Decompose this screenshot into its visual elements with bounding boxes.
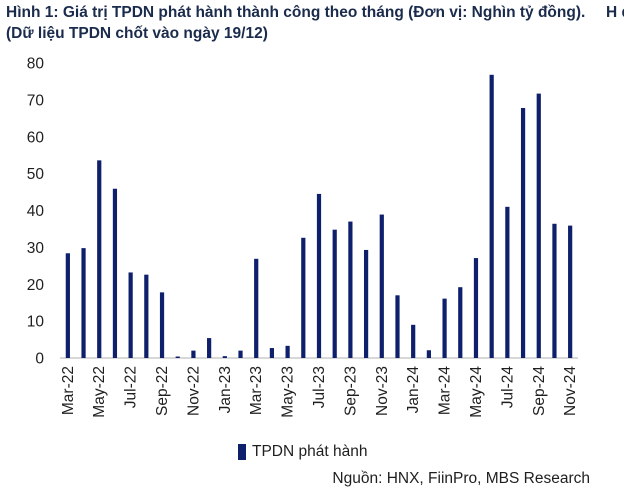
bar xyxy=(363,249,369,358)
x-tick-label: Nov-23 xyxy=(374,366,391,416)
x-tick-label: Mar-22 xyxy=(60,366,77,415)
y-axis: 0 10 20 30 40 50 60 70 80 xyxy=(27,56,45,368)
bar xyxy=(442,298,447,358)
bars xyxy=(65,74,573,359)
bar xyxy=(222,356,227,358)
legend: TPDN phát hành xyxy=(238,443,367,461)
y-tick-label: 30 xyxy=(27,240,45,257)
bar xyxy=(112,188,118,358)
y-tick-label: 80 xyxy=(27,56,45,73)
bar xyxy=(379,214,384,358)
x-tick-label: Mar-23 xyxy=(248,366,265,415)
x-tick-label: Sep-23 xyxy=(342,366,359,416)
bar xyxy=(458,287,463,358)
bar xyxy=(159,292,165,358)
bar xyxy=(175,356,180,358)
bar xyxy=(332,229,337,358)
x-tick-label: May-22 xyxy=(91,366,108,418)
x-tick-label: Nov-24 xyxy=(562,366,579,416)
y-tick-label: 50 xyxy=(27,166,45,183)
x-tick-label: May-24 xyxy=(468,366,485,418)
bar xyxy=(395,295,400,358)
bar xyxy=(285,345,290,358)
y-tick-label: 20 xyxy=(27,277,45,294)
bar xyxy=(536,93,541,358)
y-tick-label: 70 xyxy=(27,92,45,109)
bar xyxy=(238,350,243,358)
x-tick-label: Jul-22 xyxy=(123,366,140,408)
bar xyxy=(128,272,133,358)
bar xyxy=(207,338,212,358)
bar xyxy=(568,225,573,358)
legend-label: TPDN phát hành xyxy=(252,443,368,460)
bar xyxy=(97,160,102,358)
y-tick-label: 60 xyxy=(27,129,45,146)
y-tick-label: 0 xyxy=(35,351,44,368)
bar xyxy=(269,348,275,358)
x-tick-label: Sep-24 xyxy=(531,366,548,416)
next-chart-title-fragment: H đ xyxy=(606,4,624,21)
bar xyxy=(552,223,557,358)
x-tick-label: Jul-23 xyxy=(311,366,328,408)
x-tick-label: Jan-23 xyxy=(217,366,234,413)
bar xyxy=(316,193,322,358)
y-tick-label: 10 xyxy=(27,314,45,331)
chart-title: Hình 1: Giá trị TPDN phát hành thành côn… xyxy=(6,4,586,42)
bar xyxy=(411,324,416,358)
x-tick-label: Sep-22 xyxy=(154,366,171,416)
bar xyxy=(489,74,494,359)
bar xyxy=(348,221,353,358)
bar xyxy=(505,206,510,358)
x-axis-labels: Mar-22 May-22 Jul-22 Sep-22 Nov-22 Jan-23 Mar-… xyxy=(60,366,579,418)
bar xyxy=(81,248,86,358)
bar xyxy=(144,274,149,358)
x-tick-label: May-23 xyxy=(280,366,297,418)
source-note: Nguồn: HNX, FiinPro, MBS Research xyxy=(332,470,590,487)
legend-swatch xyxy=(238,444,246,460)
bar xyxy=(301,237,306,358)
bar xyxy=(426,350,431,358)
bar xyxy=(191,350,196,358)
bar xyxy=(65,253,70,358)
bar xyxy=(473,258,479,358)
bar xyxy=(254,258,259,358)
x-tick-label: Mar-24 xyxy=(437,366,454,415)
x-tick-label: Nov-22 xyxy=(185,366,202,416)
y-tick-label: 40 xyxy=(27,203,45,220)
x-tick-label: Jul-24 xyxy=(499,366,516,409)
x-tick-label: Jan-24 xyxy=(405,366,422,414)
bar xyxy=(520,107,526,358)
